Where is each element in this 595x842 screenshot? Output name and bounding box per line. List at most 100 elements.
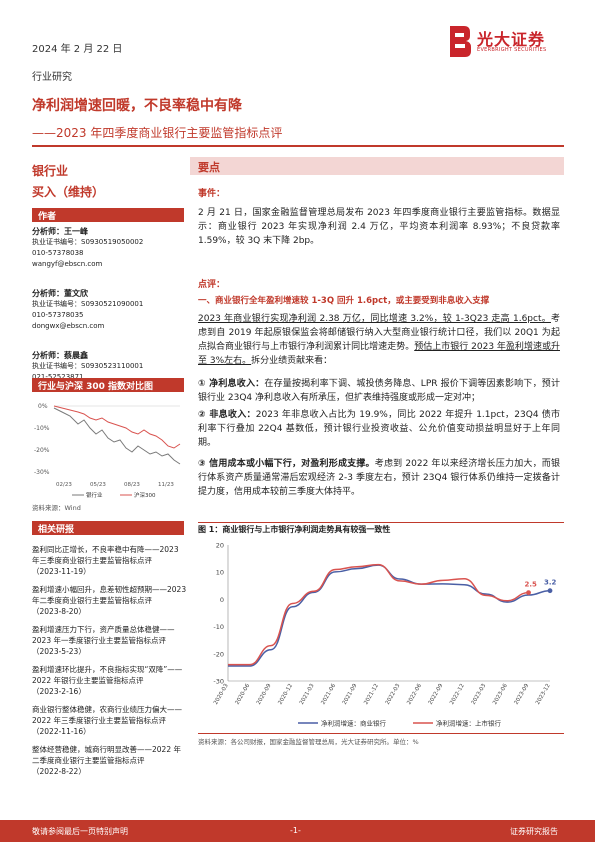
- x-tick-label: 2020-03: [213, 683, 230, 706]
- listed-bank-end-label: 2.5: [525, 581, 538, 589]
- related-report[interactable]: 盈利增速小幅回升，息差韧性超预期——2023 年二季度商业银行主要监管指标点评 …: [32, 584, 188, 617]
- commercial-bank-line: [228, 564, 551, 667]
- x-tick-label: 2022-03: [385, 683, 402, 706]
- legend-listed-label: 净利润增速：上市银行: [436, 719, 502, 728]
- related-date: （2023-8-20）: [32, 607, 86, 616]
- related-title[interactable]: 盈利增速压力下行，资产质量总体稳健——2023 年一季度银行业主要监管指标点评: [32, 625, 175, 645]
- legend-hs300: 沪深300: [134, 491, 156, 499]
- legend-bank: 银行业: [86, 491, 103, 499]
- y-tick-label: 0: [220, 596, 224, 604]
- bank-index-line: [53, 407, 181, 465]
- analyst-email[interactable]: wangyf@ebscn.com: [32, 260, 103, 268]
- index-ytick: -10%: [34, 425, 50, 432]
- y-tick-label: 20: [216, 542, 224, 550]
- x-tick-label: 2021-03: [299, 683, 316, 706]
- index-xtick: 05/23: [90, 482, 106, 488]
- report-subtitle: ——2023 年四季度商业银行主要监管指标点评: [32, 126, 283, 140]
- footer-disclaimer[interactable]: 敬请参阅最后一页特别声明: [32, 827, 128, 836]
- hs300-index-line: [53, 405, 181, 449]
- commercial-bank-end-point: [547, 588, 553, 594]
- point1-paragraph: 2023 年商业银行实现净利润 2.38 万亿，同比增速 3.2%，较 1-3Q…: [198, 312, 560, 368]
- analyst-cert: 执业证书编号：S0930519050002: [32, 238, 144, 246]
- x-tick-label: 2022-06: [406, 683, 423, 706]
- item-nii-text: 在存量按揭利率下调、城投债务降息、LPR 报价下调等因素影响下，预计银行业 23…: [198, 379, 560, 403]
- related-title[interactable]: 盈利增速环比提升，不良指标实现“双降”——2022 年银行业主要监管指标点评: [32, 665, 183, 685]
- sector-name: 银行业: [32, 164, 69, 178]
- analyst-phone: 021-52523871: [32, 373, 84, 381]
- analyst-name: 分析师：董文欣: [32, 289, 88, 298]
- index-chart-source: 资料来源：Wind: [32, 504, 81, 512]
- brand-name-en: EVERBRIGHT SECURITIES: [477, 47, 547, 53]
- brand-name: 光大证券: [477, 30, 546, 49]
- analyst-phone: 010-57378035: [32, 311, 84, 319]
- related-report[interactable]: 盈利增速环比提升，不良指标实现“双降”——2022 年银行业主要监管指标点评 （…: [32, 664, 188, 697]
- index-xtick: 11/23: [158, 482, 174, 488]
- comment-label: 点评：: [198, 280, 226, 290]
- listed-bank-line: [227, 563, 529, 666]
- net-profit-growth-chart: -30 -20 -10 0 10 20 2020-03 2020-06 2020-09 2020-…: [213, 542, 556, 728]
- related-report[interactable]: 商业银行整体稳健，农商行业绩压力偏大——2022 年三季度银行业主要监管指标点评…: [32, 704, 188, 737]
- related-title[interactable]: 盈利同比正增长，不良率稳中有降——2023 年三季度商业银行主要监管指标点评: [32, 545, 179, 565]
- item-nii: ① 净利息收入：在存量按揭利率下调、城投债务降息、LPR 报价下调等因素影响下，…: [198, 377, 560, 405]
- analyst-2: 分析师：董文欣 执业证书编号：S0930521090001 010-573780…: [32, 288, 143, 332]
- figure-top-rule: [198, 522, 564, 523]
- x-tick-label: 2023-12: [535, 683, 552, 706]
- related-title[interactable]: 整体经营稳健，城商行明显改善——2022 年二季度商业银行主要监管指标点评: [32, 745, 181, 765]
- x-tick-label: 2022-09: [428, 683, 445, 706]
- figure-title: 图 1：商业银行与上市银行净利润走势具有较强一致性: [198, 525, 391, 534]
- legend-commercial-label: 净利润增速：商业银行: [321, 719, 387, 728]
- analyst-cert: 执业证书编号：S0930521090001: [32, 300, 144, 308]
- x-tick-label: 2023-09: [514, 683, 531, 706]
- x-tick-label: 2021-12: [363, 683, 380, 706]
- x-tick-label: 2023-03: [471, 683, 488, 706]
- related-report[interactable]: 整体经营稳健，城商行明显改善——2022 年二季度商业银行主要监管指标点评 （2…: [32, 744, 188, 777]
- report-date: 2024 年 2 月 22 日: [32, 44, 123, 55]
- related-title[interactable]: 盈利增速小幅回升，息差韧性超预期——2023 年二季度商业银行主要监管指标点评: [32, 585, 187, 605]
- net-profit-text: 2023 年商业银行实现净利润 2.38 万亿，同比增速 3.2%，较 1-3Q…: [198, 314, 551, 324]
- index-ytick: 0%: [38, 403, 48, 410]
- item-nii-title: ① 净利息收入：: [198, 379, 265, 389]
- related-report[interactable]: 盈利同比正增长，不良率稳中有降——2023 年三季度商业银行主要监管指标点评 （…: [32, 544, 188, 577]
- y-tick-label: -10: [213, 623, 224, 631]
- event-text: 2 月 21 日，国家金融监督管理总局发布 2023 年四季度商业银行主要监管指…: [198, 208, 560, 246]
- report-headline: 净利润增速回暖，不良率稳中有降: [32, 98, 242, 114]
- index-xtick: 02/23: [56, 482, 72, 488]
- sector-rating: 买入（维持）: [32, 185, 105, 199]
- index-comparison-chart: 0% -10% -20% -30% 02/23 05/23 08/23 11/2…: [34, 403, 181, 499]
- related-title[interactable]: 商业银行整体稳健，农商行业绩压力偏大——2022 年三季度银行业主要监管指标点评: [32, 705, 182, 725]
- x-tick-label: 2020-06: [235, 683, 252, 706]
- analyst-email[interactable]: dongwx@ebscn.com: [32, 322, 105, 330]
- related-date: （2023-11-19）: [32, 567, 91, 576]
- item-non-interest: ② 非息收入：2023 年非息收入占比为 19.9%，同比 2022 年提升 1…: [198, 408, 560, 450]
- title-divider: [32, 145, 564, 147]
- item-credit-cost-title: ③ 信用成本或小幅下行，对盈利形成支撑。: [198, 459, 375, 469]
- analyst-phone: 010-57378038: [32, 249, 84, 257]
- related-report[interactable]: 盈利增速压力下行，资产质量总体稳健——2023 年一季度银行业主要监管指标点评 …: [32, 624, 188, 657]
- figure-source: 资料来源：各公司财报，国家金融监督管理总局，光大证券研究所。单位：%: [198, 738, 419, 746]
- analyst-1: 分析师：王一峰 执业证书编号：S0930519050002 010-573780…: [32, 226, 143, 270]
- x-tick-label: 2023-06: [492, 683, 509, 706]
- page-footer: 敬请参阅最后一页特别声明 -1- 证券研究报告: [0, 820, 595, 842]
- point1-title: 一、商业银行全年盈利增速较 1-3Q 回升 1.6pct，或主要受到非息收入支撑: [198, 296, 490, 306]
- figure-bottom-rule: [198, 733, 564, 734]
- related-date: （2023-2-16）: [32, 687, 86, 696]
- key-points-header: 要点: [190, 157, 564, 175]
- footer-type: 证券研究报告: [510, 827, 558, 836]
- report-category: 行业研究: [32, 72, 72, 83]
- item-non-interest-text: 2023 年非息收入占比为 19.9%，同比 2022 年提升 1.1pct，2…: [198, 410, 560, 448]
- related-header: 相关研报: [32, 521, 184, 535]
- analyst-cert: 执业证书编号：S0930523110001: [32, 362, 144, 370]
- listed-bank-end-point: [526, 590, 531, 595]
- forecast-text: 预估上市银行 2023 年盈利增速或升至 3%左右。: [198, 342, 560, 366]
- item-credit-cost-text: 考虑到 2022 年以来经济增长压力加大，而银行体系资产质量通常滞后宏观经济 2…: [198, 459, 560, 497]
- x-tick-label: 2021-09: [342, 683, 359, 706]
- x-tick-label: 2020-09: [256, 683, 273, 706]
- related-date: （2023-5-23）: [32, 647, 86, 656]
- x-tick-label: 2022-12: [449, 683, 466, 706]
- index-ytick: -20%: [34, 447, 50, 454]
- y-tick-label: -30: [213, 678, 224, 686]
- breakdown-intro: 拆分业绩贡献来看：: [251, 356, 333, 366]
- method-text: 考虑到自 2019 年起原银保监会将邮储银行纳入大型商业银行统计口径，我们以 2…: [198, 314, 560, 352]
- index-ytick: -30%: [34, 469, 50, 476]
- authors-header: 作者: [32, 208, 184, 222]
